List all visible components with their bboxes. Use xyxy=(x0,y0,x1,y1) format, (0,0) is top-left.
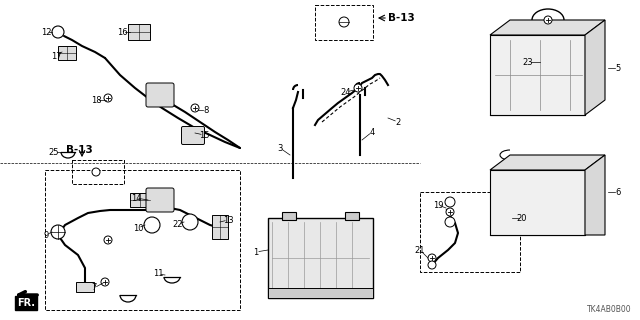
Text: 12: 12 xyxy=(41,28,51,36)
Text: B-13: B-13 xyxy=(66,145,93,155)
Circle shape xyxy=(354,84,362,92)
FancyBboxPatch shape xyxy=(146,188,174,212)
FancyBboxPatch shape xyxy=(146,83,174,107)
Text: 4: 4 xyxy=(369,127,374,137)
Text: 2: 2 xyxy=(396,117,401,126)
Text: 16: 16 xyxy=(116,28,127,36)
Circle shape xyxy=(339,17,349,27)
Text: 25: 25 xyxy=(49,148,60,156)
Text: 17: 17 xyxy=(51,52,61,60)
Circle shape xyxy=(191,104,199,112)
Circle shape xyxy=(92,168,100,176)
Circle shape xyxy=(445,217,455,227)
Bar xyxy=(282,212,296,220)
Circle shape xyxy=(144,217,160,233)
Bar xyxy=(490,35,585,115)
Text: 24: 24 xyxy=(340,87,351,97)
Text: TK4AB0B00: TK4AB0B00 xyxy=(588,305,632,314)
Text: 9: 9 xyxy=(44,230,49,239)
Circle shape xyxy=(544,16,552,24)
Text: 10: 10 xyxy=(132,223,143,233)
Text: 7: 7 xyxy=(92,284,97,292)
Circle shape xyxy=(182,214,198,230)
Circle shape xyxy=(51,225,65,239)
Circle shape xyxy=(428,254,436,262)
Text: 21: 21 xyxy=(415,245,425,254)
Text: 14: 14 xyxy=(131,194,141,203)
Bar xyxy=(345,212,359,220)
Circle shape xyxy=(104,94,112,102)
Circle shape xyxy=(104,236,112,244)
Circle shape xyxy=(428,261,436,269)
Text: 15: 15 xyxy=(199,131,209,140)
Bar xyxy=(72,160,124,184)
Bar xyxy=(315,5,373,40)
Circle shape xyxy=(446,208,454,216)
Bar xyxy=(130,193,150,207)
Bar xyxy=(128,24,150,40)
Polygon shape xyxy=(490,20,605,35)
Bar xyxy=(268,218,373,298)
Bar xyxy=(420,192,520,272)
Text: 11: 11 xyxy=(153,269,163,278)
Text: 20: 20 xyxy=(516,213,527,222)
Polygon shape xyxy=(490,155,605,170)
FancyBboxPatch shape xyxy=(182,126,205,145)
Text: 13: 13 xyxy=(223,215,234,225)
Text: 23: 23 xyxy=(523,58,533,67)
Text: FR.: FR. xyxy=(17,298,35,308)
Bar xyxy=(490,170,585,235)
Text: 22: 22 xyxy=(173,220,183,228)
Bar xyxy=(45,170,240,310)
Text: 8: 8 xyxy=(204,106,209,115)
Bar xyxy=(58,46,76,60)
Polygon shape xyxy=(585,20,605,115)
Text: 5: 5 xyxy=(616,63,621,73)
Text: 6: 6 xyxy=(615,188,621,196)
Text: 3: 3 xyxy=(277,143,283,153)
Circle shape xyxy=(101,278,109,286)
Circle shape xyxy=(445,197,455,207)
Bar xyxy=(268,288,373,298)
Text: 18: 18 xyxy=(91,95,101,105)
Text: 19: 19 xyxy=(433,201,444,210)
Text: 1: 1 xyxy=(253,247,259,257)
Text: B-13: B-13 xyxy=(388,13,415,23)
Bar xyxy=(76,282,94,292)
Circle shape xyxy=(52,26,64,38)
Bar xyxy=(212,215,228,239)
Polygon shape xyxy=(585,155,605,235)
